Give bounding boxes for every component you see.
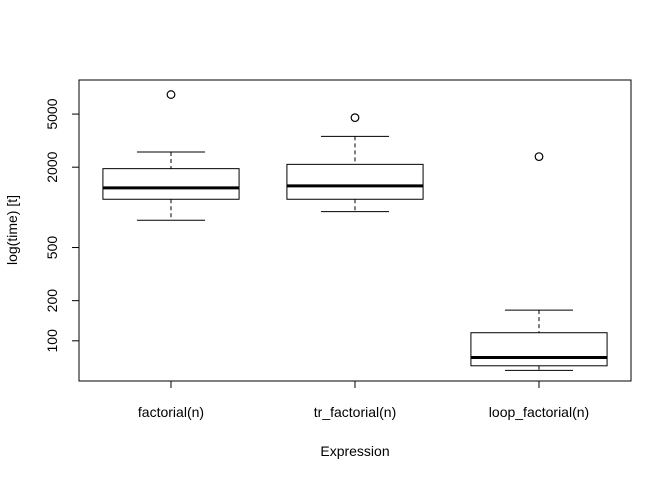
y-tick-label: 2000 [44, 151, 60, 182]
outlier-point [166, 90, 176, 99]
y-tick-label: 200 [44, 289, 60, 313]
box-iqr [470, 332, 608, 367]
box-iqr [286, 163, 424, 200]
x-tick-label: loop_factorial(n) [489, 404, 589, 420]
box-iqr [102, 168, 240, 200]
y-axis: 100 200 500 2000 5000 [44, 98, 80, 353]
y-tick-label: 500 [44, 236, 60, 260]
x-tick-label: factorial(n) [138, 404, 204, 420]
outlier-point [534, 152, 544, 162]
x-tick-label: tr_factorial(n) [314, 404, 396, 420]
y-tick-label: 5000 [44, 98, 60, 129]
y-tick-label: 100 [44, 329, 60, 353]
box-loop_factorialn [470, 152, 608, 371]
x-axis-label: Expression [320, 443, 389, 459]
box-factorialn [102, 90, 240, 221]
box-group [102, 90, 608, 371]
x-axis: factorial(n) tr_factorial(n) loop_factoria… [138, 380, 589, 420]
outlier-point [350, 113, 360, 123]
y-axis-label: log(time) [t] [4, 195, 20, 265]
box-tr_factorialn [286, 113, 424, 213]
